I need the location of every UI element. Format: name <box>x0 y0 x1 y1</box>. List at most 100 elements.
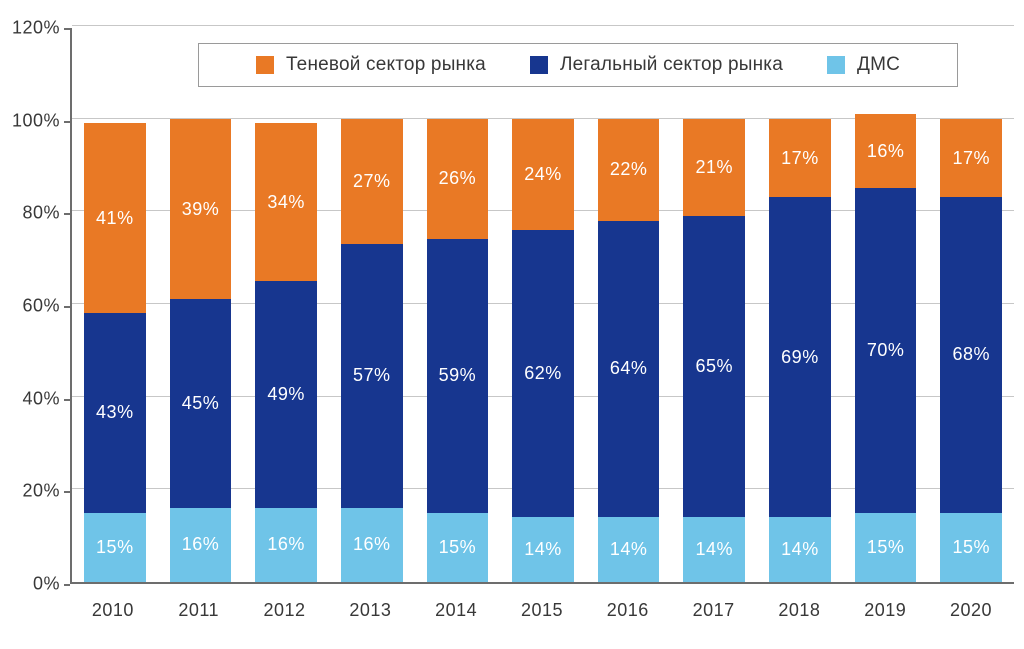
bar: 16% 45% 39% <box>170 119 232 582</box>
bar-segment-label: 14% <box>696 539 734 560</box>
bar-column: 16% 57% 27% <box>329 28 415 582</box>
bar-segment-label: 65% <box>696 356 734 377</box>
bar-segment-dms: 15% <box>427 513 489 583</box>
bar-segment-label: 15% <box>952 537 990 558</box>
bar: 14% 69% 17% <box>769 119 831 582</box>
bar-segment-shadow: 26% <box>427 119 489 239</box>
bar-column: 16% 45% 39% <box>158 28 244 582</box>
bar-segment-shadow: 34% <box>255 123 317 281</box>
bar-segment-label: 15% <box>867 537 905 558</box>
bar-segment-label: 17% <box>952 148 990 169</box>
bar-segment-dms: 16% <box>170 508 232 582</box>
bar-segment-label: 17% <box>781 148 819 169</box>
bar-segment-label: 15% <box>439 537 477 558</box>
bar-segment-dms: 15% <box>940 513 1002 583</box>
bar-segment-legal: 49% <box>255 281 317 508</box>
bar-segment-dms: 14% <box>683 517 745 582</box>
bar-segment-label: 34% <box>267 192 305 213</box>
bar-segment-legal: 65% <box>683 216 745 517</box>
x-tick-label: 2014 <box>413 594 499 621</box>
bar-segment-shadow: 39% <box>170 119 232 300</box>
y-tick <box>64 121 70 123</box>
legend-item-shadow: Теневой сектор рынка <box>256 54 486 76</box>
bar-column: 14% 64% 22% <box>586 28 672 582</box>
gridline <box>72 25 1014 26</box>
bar-segment-legal: 62% <box>512 230 574 517</box>
bar: 14% 65% 21% <box>683 119 745 582</box>
x-tick-label: 2019 <box>842 594 928 621</box>
bar-segment-legal: 68% <box>940 197 1002 512</box>
bar: 16% 57% 27% <box>341 119 403 582</box>
bar-segment-label: 24% <box>524 164 562 185</box>
x-tick-label: 2011 <box>156 594 242 621</box>
y-tick <box>64 399 70 401</box>
legend-swatch <box>530 56 548 74</box>
bar-segment-label: 16% <box>353 534 391 555</box>
bar-segment-label: 26% <box>439 168 477 189</box>
bar-segment-label: 21% <box>696 157 734 178</box>
x-tick-label: 2020 <box>928 594 1014 621</box>
bar-segment-label: 69% <box>781 347 819 368</box>
x-tick-label: 2012 <box>242 594 328 621</box>
bar: 14% 64% 22% <box>598 119 660 582</box>
bar: 15% 68% 17% <box>940 119 1002 582</box>
legend-item-legal: Легальный сектор рынка <box>530 54 783 76</box>
y-tick-label: 100% <box>0 110 60 131</box>
bar-segment-shadow: 27% <box>341 119 403 244</box>
legend: Теневой сектор рынка Легальный сектор рын… <box>198 43 958 87</box>
bar-segment-label: 15% <box>96 537 134 558</box>
bar-segment-label: 68% <box>952 344 990 365</box>
bar-column: 14% 62% 24% <box>500 28 586 582</box>
bar-segment-label: 62% <box>524 363 562 384</box>
bar-segment-dms: 14% <box>769 517 831 582</box>
bar-segment-label: 59% <box>439 365 477 386</box>
plot-area: 15%43%41% 16% 45% 39% 16% 49% 34% 16% 57% 27% 15% 5… <box>70 28 1014 584</box>
bar-column: 15% 59% 26% <box>415 28 501 582</box>
x-tick-label: 2018 <box>757 594 843 621</box>
bar-segment-label: 41% <box>96 208 134 229</box>
bar-segment-legal: 45% <box>170 299 232 508</box>
bar-segment-label: 16% <box>182 534 220 555</box>
bar: 15% 59% 26% <box>427 119 489 582</box>
bar-segment-label: 14% <box>781 539 819 560</box>
bar-segment-shadow: 17% <box>940 119 1002 198</box>
bar-segment-label: 57% <box>353 365 391 386</box>
bar-segment-label: 14% <box>610 539 648 560</box>
bar-segment-legal: 64% <box>598 221 660 518</box>
bar-segment-legal: 59% <box>427 239 489 512</box>
bar: 16% 49% 34% <box>255 123 317 582</box>
y-tick-label: 120% <box>0 18 60 39</box>
x-tick-label: 2017 <box>671 594 757 621</box>
bar-segment-dms: 14% <box>598 517 660 582</box>
bar-segment-legal: 69% <box>769 197 831 517</box>
bar-segment-label: 22% <box>610 159 648 180</box>
bar: 15% 70% 16% <box>855 114 917 582</box>
bar: 14% 62% 24% <box>512 119 574 582</box>
bar-segment-label: 49% <box>267 384 305 405</box>
y-tick <box>64 306 70 308</box>
bar-column: 15%43%41% <box>72 28 158 582</box>
legend-item-dms: ДМС <box>827 54 900 76</box>
bar-segment-dms: 16% <box>255 508 317 582</box>
y-tick-label: 0% <box>0 574 60 595</box>
bar-segment-legal: 70% <box>855 188 917 512</box>
bar-segment-label: 45% <box>182 393 220 414</box>
y-tick-label: 20% <box>0 481 60 502</box>
y-tick <box>64 213 70 215</box>
bar-segment-dms: 16% <box>341 508 403 582</box>
bar-segment-dms: 14% <box>512 517 574 582</box>
legend-swatch <box>827 56 845 74</box>
legend-label: Теневой сектор рынка <box>286 54 486 76</box>
x-axis-labels: 2010201120122013201420152016201720182019… <box>70 594 1014 621</box>
bar-segment-legal: 57% <box>341 244 403 508</box>
bar-segment-label: 27% <box>353 171 391 192</box>
y-tick-label: 60% <box>0 296 60 317</box>
bar-segment-shadow: 21% <box>683 119 745 216</box>
stacked-bar-chart: 0%20%40%60%80%100%120% 15%43%41%16%45%39… <box>10 10 1014 639</box>
bar-segment-label: 16% <box>867 141 905 162</box>
bar-segment-label: 70% <box>867 340 905 361</box>
y-tick <box>64 584 70 586</box>
bar-column: 16% 49% 34% <box>243 28 329 582</box>
bar-column: 15% 68% 17% <box>928 28 1014 582</box>
legend-swatch <box>256 56 274 74</box>
